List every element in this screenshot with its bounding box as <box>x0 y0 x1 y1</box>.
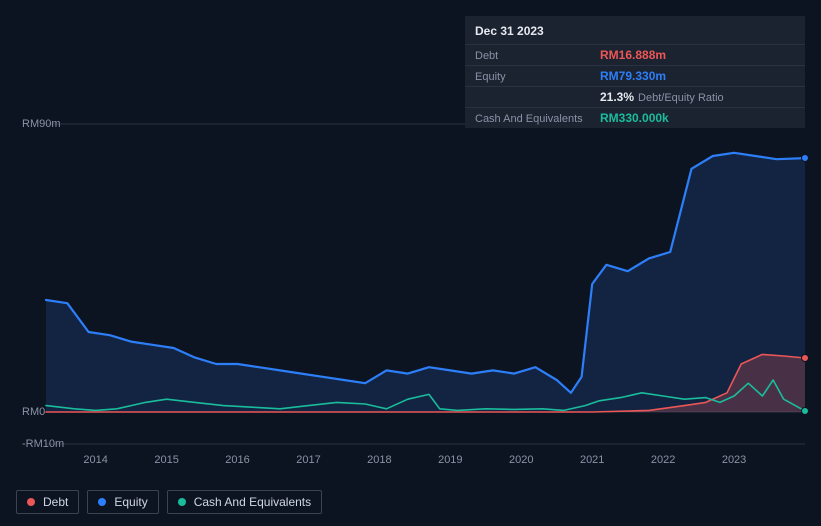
legend-dot-cash <box>178 498 186 506</box>
debt-equity-chart[interactable]: RM90m RM0 -RM10m 2014 2015 2016 2017 2018 2019 20… <box>16 120 805 466</box>
x-axis-label: 2020 <box>509 454 533 466</box>
series-end-marker <box>801 154 809 162</box>
tooltip-label: Debt <box>475 50 600 62</box>
x-axis-label: 2023 <box>722 454 746 466</box>
x-axis-label: 2018 <box>367 454 391 466</box>
tooltip-label: Equity <box>475 71 600 83</box>
chart-svg <box>16 120 805 466</box>
x-axis-label: 2015 <box>154 454 178 466</box>
series-end-marker <box>801 354 809 362</box>
x-axis-label: 2021 <box>580 454 604 466</box>
x-axis-label: 2014 <box>83 454 107 466</box>
tooltip-date: Dec 31 2023 <box>465 16 805 44</box>
tooltip-label: Cash And Equivalents <box>475 113 600 125</box>
tooltip-value: RM16.888m <box>600 48 666 62</box>
x-axis-label: 2016 <box>225 454 249 466</box>
legend-dot-equity <box>98 498 106 506</box>
legend-item-debt[interactable]: Debt <box>16 490 79 514</box>
legend-label: Debt <box>43 495 68 509</box>
legend-item-cash[interactable]: Cash And Equivalents <box>167 490 322 514</box>
x-axis-label: 2019 <box>438 454 462 466</box>
legend-label: Cash And Equivalents <box>194 495 311 509</box>
tooltip-value: RM330.000k <box>600 111 669 125</box>
x-axis-label: 2022 <box>651 454 675 466</box>
tooltip-value: RM79.330m <box>600 69 666 83</box>
x-axis-label: 2017 <box>296 454 320 466</box>
tooltip-row-cash: Cash And Equivalents RM330.000k <box>465 107 805 128</box>
series-end-marker <box>801 407 809 415</box>
metrics-tooltip: Dec 31 2023 Debt RM16.888m Equity RM79.3… <box>465 16 805 128</box>
tooltip-ratio-pct: 21.3% <box>600 90 634 104</box>
tooltip-row-equity: Equity RM79.330m <box>465 65 805 86</box>
tooltip-ratio-label: Debt/Equity Ratio <box>638 92 724 104</box>
y-axis-label: RM0 <box>22 406 45 418</box>
legend-label: Equity <box>114 495 147 509</box>
legend-item-equity[interactable]: Equity <box>87 490 158 514</box>
chart-legend: Debt Equity Cash And Equivalents <box>16 490 322 514</box>
y-axis-label: RM90m <box>22 118 61 130</box>
tooltip-row-debt: Debt RM16.888m <box>465 44 805 65</box>
y-axis-label: -RM10m <box>22 438 64 450</box>
legend-dot-debt <box>27 498 35 506</box>
tooltip-row-ratio: 21.3% Debt/Equity Ratio <box>465 86 805 107</box>
